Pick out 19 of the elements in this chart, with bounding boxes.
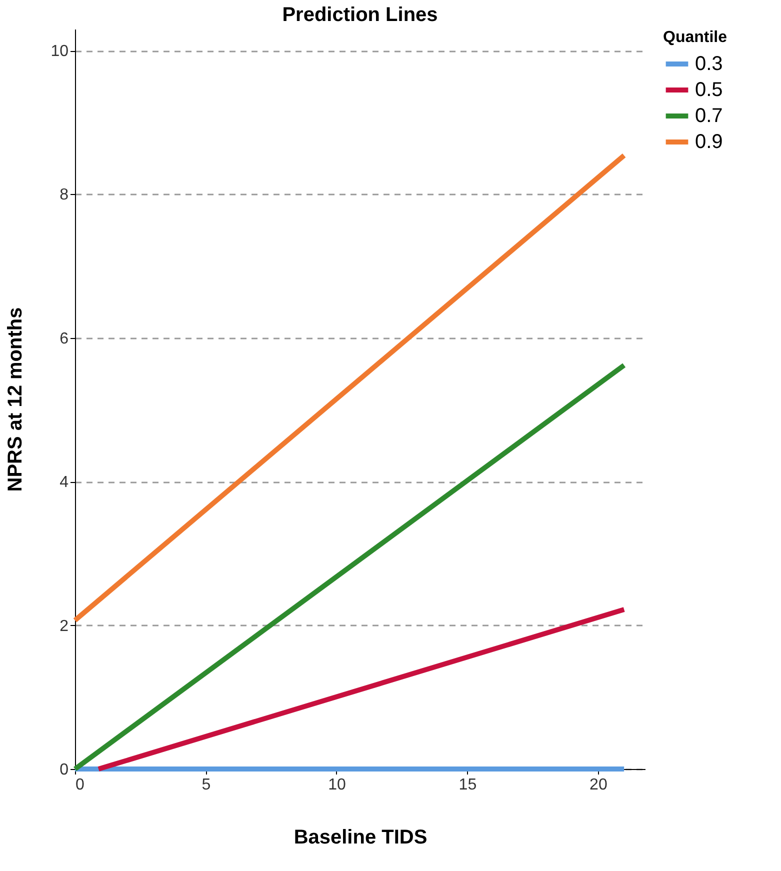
y-tick-label: 0	[60, 762, 69, 778]
x-tick-label: 5	[202, 776, 211, 794]
y-tick-label: 6	[60, 330, 69, 348]
y-tick-label: 10	[50, 43, 69, 60]
chart-title: Prediction Lines	[282, 4, 438, 26]
x-axis-title: Baseline TIDS	[294, 826, 428, 848]
legend-label: 0.9	[695, 131, 723, 153]
legend-title: Quantile	[663, 29, 728, 46]
x-tick-label: 0	[76, 776, 84, 794]
y-axis-title: NPRS at 12 months	[4, 307, 27, 492]
legend-label: 0.7	[695, 105, 723, 127]
x-tick-label: 15	[458, 776, 477, 794]
legend-label: 0.5	[695, 79, 723, 101]
y-tick-label: 8	[60, 186, 69, 204]
y-tick-label: 4	[60, 474, 69, 492]
x-tick-label: 10	[328, 776, 346, 794]
y-tick-label: 2	[60, 618, 69, 635]
legend-label: 0.3	[695, 53, 723, 75]
x-tick-label: 20	[590, 776, 608, 794]
